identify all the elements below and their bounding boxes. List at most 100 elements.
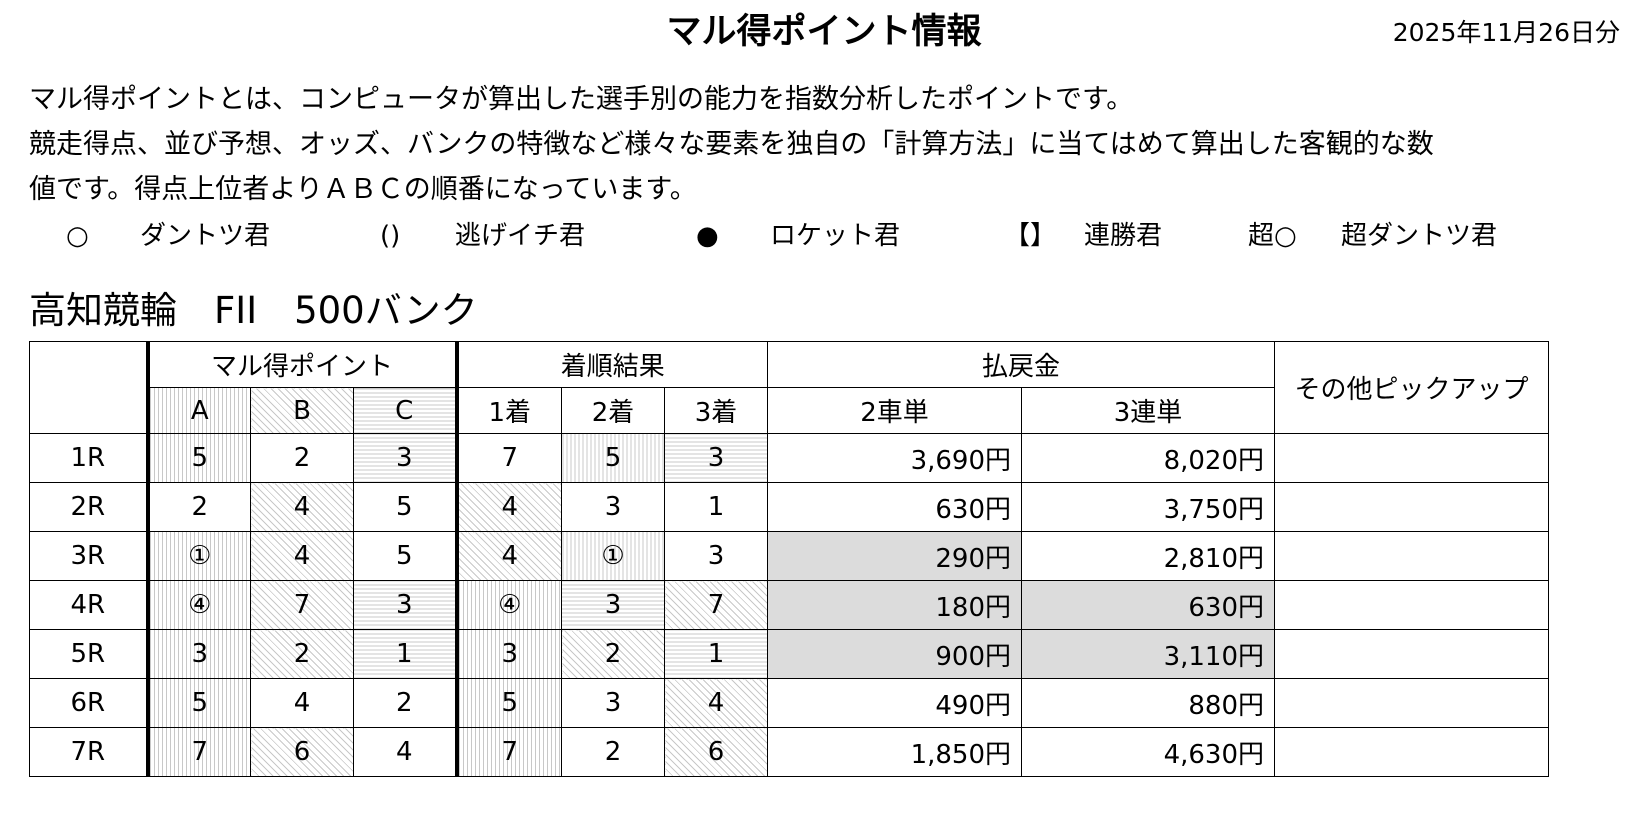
point-cell: ① xyxy=(147,531,251,581)
result-cell: 4 xyxy=(456,482,562,532)
sub-header: 3連単 xyxy=(1021,387,1275,434)
legend-symbol: ○ xyxy=(66,221,89,251)
payout-cell: 490円 xyxy=(767,678,1022,728)
result-cell: 3 xyxy=(664,531,768,581)
point-cell: 2 xyxy=(353,678,459,728)
result-cell: 4 xyxy=(456,531,562,581)
race-label: 5R xyxy=(29,629,150,679)
table-row: 1R 5 2 3 7 5 3 3,690円 8,020円 xyxy=(29,433,1549,483)
point-cell: 7 xyxy=(250,580,354,630)
result-cell: 7 xyxy=(456,727,562,777)
result-cell: 7 xyxy=(456,433,562,483)
group-header: 払戻金 xyxy=(767,341,1275,388)
table-row: 3R ① 4 5 4 ① 3 290円 2,810円 xyxy=(29,531,1549,581)
payout-cell: 630円 xyxy=(767,482,1022,532)
payout-cell: 3,110円 xyxy=(1021,629,1275,679)
result-cell: 4 xyxy=(664,678,768,728)
point-cell: 6 xyxy=(250,727,354,777)
payout-cell: 2,810円 xyxy=(1021,531,1275,581)
point-cell: 3 xyxy=(353,580,459,630)
result-cell: 3 xyxy=(561,482,665,532)
sub-header: 2車単 xyxy=(767,387,1022,434)
sub-header: 2着 xyxy=(561,387,665,434)
payout-cell: 180円 xyxy=(767,580,1022,630)
page-title: マル得ポイント情報 xyxy=(666,12,982,52)
pickup-cell xyxy=(1274,678,1549,728)
point-cell: 5 xyxy=(353,482,459,532)
pickup-cell xyxy=(1274,531,1549,581)
table-row: 2R 2 4 5 4 3 1 630円 3,750円 xyxy=(29,482,1549,532)
result-cell: ④ xyxy=(456,580,562,630)
point-cell: 2 xyxy=(147,482,251,532)
group-header: その他ピックアップ xyxy=(1274,341,1549,434)
payout-cell: 880円 xyxy=(1021,678,1275,728)
table-row: 7R 7 6 4 7 2 6 1,850円 4,630円 xyxy=(29,727,1549,777)
race-label: 6R xyxy=(29,678,150,728)
point-cell: 4 xyxy=(250,482,354,532)
race-label: 2R xyxy=(29,482,150,532)
result-cell: 6 xyxy=(664,727,768,777)
payout-cell: 290円 xyxy=(767,531,1022,581)
table-row: A B C 1着 2着 3着 2車単 3連単 xyxy=(30,387,1549,434)
payout-cell: 4,630円 xyxy=(1021,727,1275,777)
legend-label: 超ダントツ君 xyxy=(1341,221,1498,251)
corner-cell xyxy=(29,341,150,434)
payout-cell: 630円 xyxy=(1021,580,1275,630)
race-label: 7R xyxy=(29,727,150,777)
legend-label: 連勝君 xyxy=(1084,221,1163,251)
result-cell: 3 xyxy=(561,678,665,728)
result-cell: 1 xyxy=(664,482,768,532)
result-cell: 2 xyxy=(561,727,665,777)
legend-symbol: 超○ xyxy=(1248,221,1297,251)
point-cell: 1 xyxy=(353,629,459,679)
group-header: 着順結果 xyxy=(456,341,768,388)
result-cell: 3 xyxy=(561,580,665,630)
sub-header: 1着 xyxy=(456,387,562,434)
sub-header: A xyxy=(147,387,251,434)
result-cell: 7 xyxy=(664,580,768,630)
point-cell: 5 xyxy=(147,433,251,483)
point-cell: 4 xyxy=(250,531,354,581)
venue-title: 高知競輪 FII 500バンク xyxy=(29,289,478,332)
result-cell: 3 xyxy=(664,433,768,483)
description-line: 値です。得点上位者よりＡＢＣの順番になっています。 xyxy=(29,174,697,205)
sub-header: 3着 xyxy=(664,387,768,434)
race-label: 3R xyxy=(29,531,150,581)
legend-symbol: ● xyxy=(696,221,719,251)
description-line: 競走得点、並び予想、オッズ、バンクの特徴など様々な要素を独自の「計算方法」に当て… xyxy=(29,129,1434,160)
description-line: マル得ポイントとは、コンピュータが算出した選手別の能力を指数分析したポイントです… xyxy=(29,84,1134,115)
point-cell: 4 xyxy=(353,727,459,777)
legend-label: ダントツ君 xyxy=(140,221,271,251)
payout-cell: 900円 xyxy=(767,629,1022,679)
race-label: 1R xyxy=(29,433,150,483)
legend-symbol: () xyxy=(380,221,401,251)
sub-header: B xyxy=(250,387,354,434)
legend-label: ロケット君 xyxy=(770,221,901,251)
point-cell: 5 xyxy=(353,531,459,581)
date: 2025年11月26日分 xyxy=(1392,18,1620,47)
payout-cell: 3,690円 xyxy=(767,433,1022,483)
group-header: マル得ポイント xyxy=(147,341,459,388)
legend-label: 逃げイチ君 xyxy=(455,221,586,251)
point-cell: ④ xyxy=(147,580,251,630)
result-cell: 3 xyxy=(456,629,562,679)
point-cell: 7 xyxy=(147,727,251,777)
point-cell: 2 xyxy=(250,629,354,679)
table-row: 4R ④ 7 3 ④ 3 7 180円 630円 xyxy=(29,580,1549,630)
point-cell: 3 xyxy=(353,433,459,483)
result-cell: 5 xyxy=(561,433,665,483)
pickup-cell xyxy=(1274,433,1549,483)
table-row: マル得ポイント 着順結果 払戻金 その他ピックアップ xyxy=(29,341,1549,434)
table-row: 6R 5 4 2 5 3 4 490円 880円 xyxy=(29,678,1549,728)
sub-header: C xyxy=(353,387,459,434)
result-cell: 5 xyxy=(456,678,562,728)
result-cell: 1 xyxy=(664,629,768,679)
race-label: 4R xyxy=(29,580,150,630)
point-cell: 5 xyxy=(147,678,251,728)
table-row: 5R 3 2 1 3 2 1 900円 3,110円 xyxy=(29,629,1549,679)
point-cell: 4 xyxy=(250,678,354,728)
payout-cell: 8,020円 xyxy=(1021,433,1275,483)
result-cell: ① xyxy=(561,531,665,581)
